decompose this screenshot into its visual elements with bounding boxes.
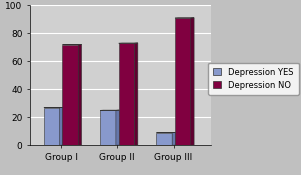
Bar <box>44 107 60 145</box>
Bar <box>100 110 116 145</box>
Polygon shape <box>191 18 194 145</box>
Polygon shape <box>116 110 119 145</box>
Polygon shape <box>62 44 82 45</box>
Bar <box>62 45 78 145</box>
Polygon shape <box>135 43 138 145</box>
Bar <box>175 18 191 145</box>
Bar <box>119 43 135 145</box>
Bar <box>157 133 172 145</box>
Legend: Depression YES, Depression NO: Depression YES, Depression NO <box>208 63 299 95</box>
Polygon shape <box>172 132 175 145</box>
Polygon shape <box>78 44 82 145</box>
Polygon shape <box>60 107 63 145</box>
Polygon shape <box>157 132 175 133</box>
